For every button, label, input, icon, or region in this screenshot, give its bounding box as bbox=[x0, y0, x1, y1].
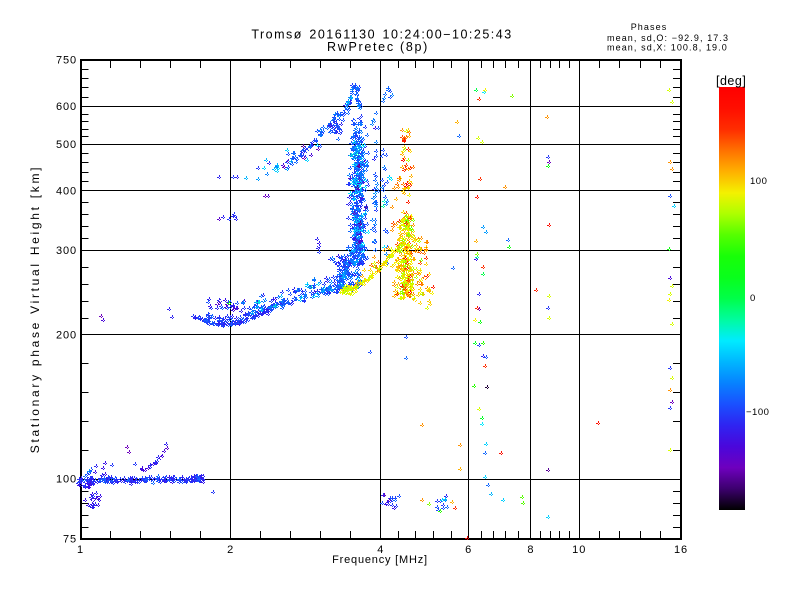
svg-text:100: 100 bbox=[750, 176, 767, 187]
svg-text:750: 750 bbox=[56, 55, 77, 67]
svg-text:RwPretec (8p): RwPretec (8p) bbox=[327, 40, 429, 54]
svg-text:0: 0 bbox=[750, 293, 756, 304]
svg-text:4: 4 bbox=[377, 544, 384, 556]
svg-text:75: 75 bbox=[63, 534, 77, 546]
svg-text:200: 200 bbox=[56, 329, 77, 341]
svg-text:500: 500 bbox=[56, 139, 77, 151]
svg-text:100: 100 bbox=[56, 474, 77, 486]
svg-text:Phases: Phases bbox=[631, 22, 668, 32]
svg-text:10: 10 bbox=[572, 544, 586, 556]
svg-text:2: 2 bbox=[227, 544, 234, 556]
svg-text:400: 400 bbox=[56, 185, 77, 197]
svg-text:600: 600 bbox=[56, 101, 77, 113]
svg-text:6: 6 bbox=[465, 544, 472, 556]
svg-text:[deg]: [deg] bbox=[716, 74, 746, 88]
svg-text:−100: −100 bbox=[746, 407, 769, 418]
svg-text:16: 16 bbox=[674, 544, 688, 556]
svg-text:mean, sd,X: 100.8, 19.0: mean, sd,X: 100.8, 19.0 bbox=[607, 43, 728, 53]
svg-text:1: 1 bbox=[77, 544, 84, 556]
svg-text:300: 300 bbox=[56, 245, 77, 257]
svg-text:mean, sd,O: −92.9, 17.3: mean, sd,O: −92.9, 17.3 bbox=[607, 33, 729, 43]
svg-text:Frequency [MHz]: Frequency [MHz] bbox=[332, 554, 428, 566]
svg-text:Stationary phase Virtual Heigh: Stationary phase Virtual Height [km] bbox=[28, 165, 42, 453]
svg-text:Tromsø 20161130 10:24:00−10:25: Tromsø 20161130 10:24:00−10:25:43 bbox=[251, 28, 512, 42]
svg-text:8: 8 bbox=[527, 544, 534, 556]
